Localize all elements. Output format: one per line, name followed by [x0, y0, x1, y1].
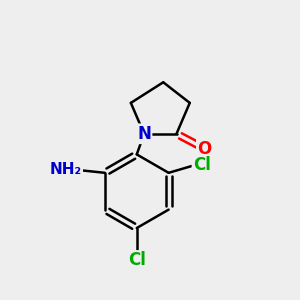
- Text: Cl: Cl: [128, 251, 146, 269]
- Text: O: O: [197, 140, 212, 158]
- Text: NH₂: NH₂: [50, 162, 82, 177]
- Text: N: N: [137, 125, 151, 143]
- Text: Cl: Cl: [193, 157, 211, 175]
